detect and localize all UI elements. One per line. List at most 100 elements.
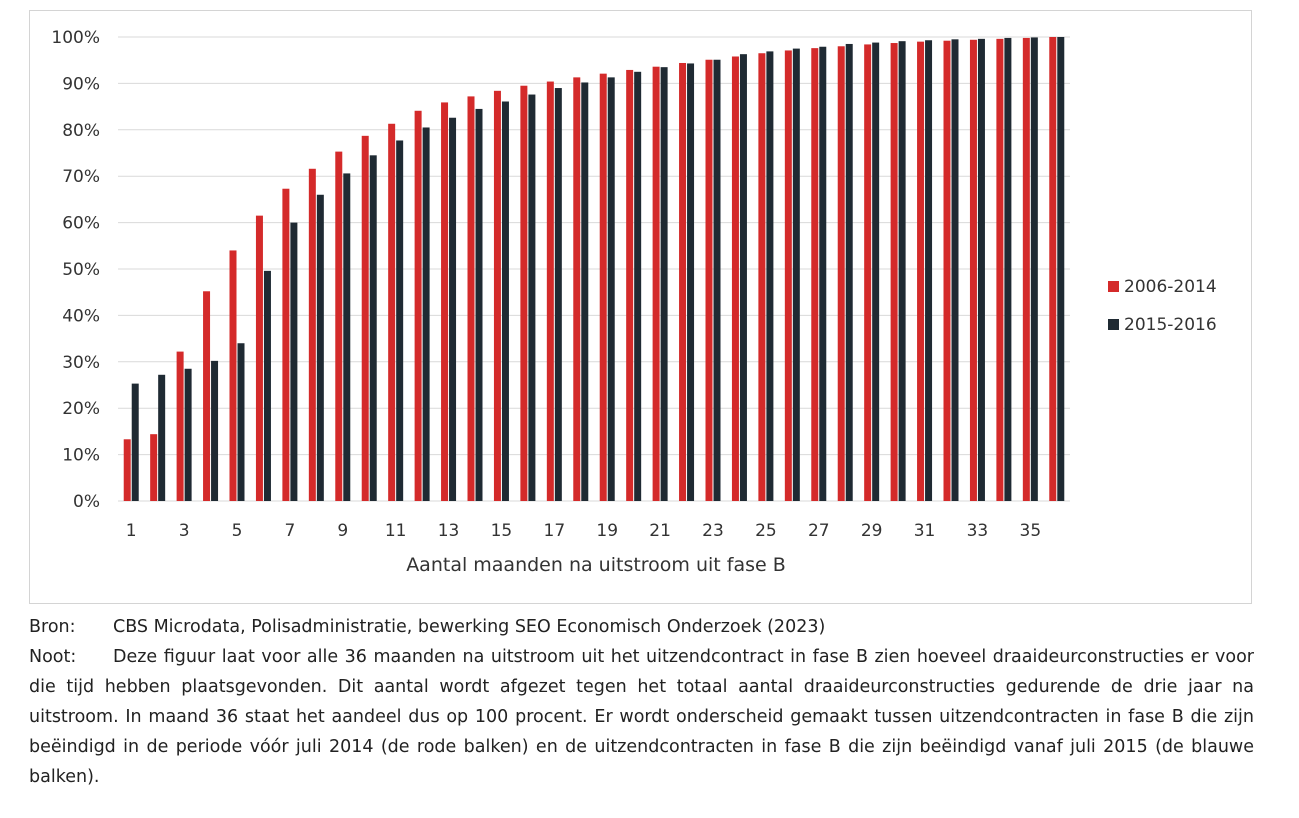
bar-2006-2014-18 <box>573 77 581 502</box>
legend-swatch <box>1108 319 1119 330</box>
x-tick-label: 19 <box>596 521 618 541</box>
bar-2006-2014-13 <box>441 102 449 501</box>
bar-2015-2016-24 <box>739 54 747 501</box>
x-tick-label: 7 <box>284 521 295 541</box>
y-tick-label: 40% <box>62 306 100 326</box>
y-tick-label: 20% <box>62 399 100 419</box>
x-axis-ticks: 1 3 5 7 9 11 13 15 17 19 21 23 25 27 29 31 33 35 <box>126 521 1041 541</box>
bar-2015-2016-13 <box>449 117 457 502</box>
bar-2015-2016-19 <box>607 77 615 502</box>
note-label: Noot: <box>29 647 77 667</box>
bar-2006-2014-4 <box>203 291 211 501</box>
bar-2006-2014-31 <box>917 41 925 501</box>
bar-2015-2016-25 <box>766 51 774 501</box>
x-axis-label: Aantal maanden na uitstroom uit fase B <box>406 554 786 576</box>
x-tick-label: 15 <box>491 521 513 541</box>
y-axis-ticks: 0% 10% 20% 30% 40% 50% 60% 70% 80% 90% 100% <box>51 28 100 512</box>
bar-2015-2016-31 <box>925 40 933 502</box>
bar-2006-2014-28 <box>837 46 845 501</box>
bar-2006-2014-6 <box>255 215 263 501</box>
bar-2015-2016-10 <box>369 155 377 501</box>
bar-2015-2016-12 <box>422 127 430 501</box>
bar-2006-2014-12 <box>414 110 422 501</box>
bar-2015-2016-26 <box>792 48 800 501</box>
y-tick-label: 90% <box>62 74 100 94</box>
bar-2006-2014-35 <box>1022 37 1030 501</box>
x-tick-label: 11 <box>385 521 407 541</box>
explanatory-note: Noot: Deze figuur laat voor alle 36 maand… <box>29 642 1254 792</box>
bar-2006-2014-30 <box>890 43 898 501</box>
bar-2006-2014-27 <box>811 48 819 502</box>
y-tick-label: 70% <box>62 167 100 187</box>
bar-2015-2016-23 <box>713 59 721 502</box>
x-tick-label: 5 <box>232 521 243 541</box>
x-tick-label: 3 <box>179 521 190 541</box>
bar-2006-2014-32 <box>943 40 951 501</box>
y-tick-label: 60% <box>62 214 100 234</box>
bar-2006-2014-26 <box>784 50 792 502</box>
bar-2006-2014-19 <box>599 73 607 501</box>
bar-2006-2014-29 <box>864 44 872 501</box>
x-tick-label: 29 <box>861 521 883 541</box>
bar-2015-2016-33 <box>977 38 985 502</box>
bar-2015-2016-18 <box>581 82 589 502</box>
bar-2006-2014-9 <box>335 151 343 501</box>
bar-2015-2016-17 <box>554 88 562 501</box>
bar-2015-2016-27 <box>819 46 827 502</box>
y-tick-label: 0% <box>73 492 100 512</box>
bar-2015-2016-34 <box>1004 37 1012 501</box>
x-tick-label: 17 <box>544 521 566 541</box>
bar-2015-2016-15 <box>501 101 509 501</box>
bar-2006-2014-16 <box>520 85 528 501</box>
bar-2006-2014-36 <box>1049 37 1057 501</box>
x-tick-label: 13 <box>438 521 460 541</box>
bar-2006-2014-21 <box>652 66 660 502</box>
y-tick-label: 30% <box>62 353 100 373</box>
bar-2015-2016-5 <box>237 343 245 501</box>
gridlines <box>118 36 1070 502</box>
x-tick-label: 21 <box>649 521 671 541</box>
bar-2015-2016-28 <box>845 43 853 502</box>
bar-2006-2014-2 <box>150 434 158 501</box>
bar-2006-2014-15 <box>493 90 501 501</box>
bar-2006-2014-3 <box>176 351 184 501</box>
bar-2015-2016-21 <box>660 67 668 501</box>
bars <box>123 37 1065 502</box>
bar-2015-2016-32 <box>951 39 959 501</box>
chart-notes: Bron: CBS Microdata, Polisadministratie, … <box>29 612 1254 792</box>
bar-2006-2014-22 <box>679 62 687 501</box>
bar-2006-2014-1 <box>123 439 131 501</box>
legend-label: 2006-2014 <box>1124 277 1217 297</box>
x-tick-label: 31 <box>914 521 936 541</box>
x-tick-label: 33 <box>967 521 989 541</box>
y-tick-label: 50% <box>62 260 100 280</box>
bar-2015-2016-1 <box>131 383 139 501</box>
bar-2006-2014-5 <box>229 250 237 501</box>
source-text: CBS Microdata, Polisadministratie, bewer… <box>113 617 826 637</box>
bar-2015-2016-2 <box>158 374 166 501</box>
x-tick-label: 35 <box>1020 521 1042 541</box>
x-tick-label: 25 <box>755 521 777 541</box>
x-tick-label: 1 <box>126 521 137 541</box>
legend: 2006-2014 2015-2016 <box>1108 277 1217 335</box>
bar-2006-2014-20 <box>626 69 634 501</box>
bar-2015-2016-9 <box>343 173 351 501</box>
bar-2006-2014-8 <box>308 168 316 501</box>
bar-2015-2016-16 <box>528 94 536 501</box>
legend-label: 2015-2016 <box>1124 315 1217 335</box>
bar-2015-2016-20 <box>634 71 642 502</box>
bar-2006-2014-11 <box>388 123 396 501</box>
bar-2006-2014-24 <box>731 56 739 501</box>
bar-2015-2016-36 <box>1057 37 1065 501</box>
bar-2015-2016-35 <box>1030 37 1038 502</box>
bar-2015-2016-4 <box>211 360 219 501</box>
bar-2006-2014-33 <box>969 39 977 502</box>
bar-2015-2016-30 <box>898 41 906 502</box>
bar-2015-2016-22 <box>687 63 695 502</box>
bar-2015-2016-3 <box>184 368 192 501</box>
bar-2006-2014-14 <box>467 96 475 501</box>
y-tick-label: 100% <box>51 28 100 48</box>
bar-2006-2014-7 <box>282 188 290 501</box>
y-tick-label: 10% <box>62 446 100 466</box>
